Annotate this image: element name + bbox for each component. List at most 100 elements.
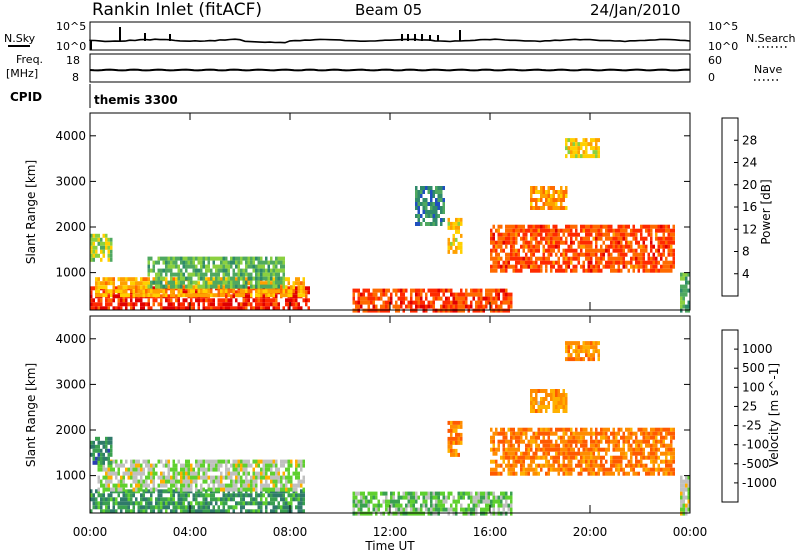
scatter-cell [630, 228, 633, 233]
scatter-cell [97, 440, 100, 445]
scatter-cell [177, 479, 180, 484]
scatter-cell [217, 293, 220, 298]
scatter-cell [397, 511, 400, 516]
scatter-cell [647, 228, 650, 233]
scatter-cell [667, 459, 670, 464]
scatter-cell [520, 427, 523, 432]
scatter-cell [107, 493, 110, 498]
scatter-cell [187, 471, 190, 476]
scatter-cell [182, 497, 185, 502]
scatter-cell [300, 489, 303, 494]
scatter-cell [442, 186, 445, 190]
scatter-cell [605, 236, 608, 241]
scatter-cell [130, 509, 133, 514]
scatter-cell [122, 281, 125, 286]
scatter-cell [665, 443, 668, 448]
scatter-cell [252, 284, 255, 289]
scatter-cell [487, 499, 490, 504]
scatter-cell [95, 249, 98, 254]
scatter-cell [137, 285, 140, 290]
scatter-cell [490, 228, 493, 233]
scatter-cell [192, 293, 195, 298]
scatter-cell [180, 479, 183, 484]
scatter-cell [197, 284, 200, 289]
scatter-cell [557, 389, 560, 393]
scatter-cell [175, 487, 178, 492]
scatter-cell [657, 427, 660, 432]
scatter-cell [687, 280, 690, 285]
scatter-cell [682, 487, 685, 492]
scatter-cell [465, 507, 468, 512]
scatter-cell [157, 509, 160, 514]
scatter-cell [167, 487, 170, 492]
scatter-cell [187, 264, 190, 269]
scatter-cell [382, 499, 385, 504]
scatter-cell [615, 443, 618, 448]
scatter-cell [117, 493, 120, 498]
scatter-cell [585, 341, 588, 346]
scatter-cell [650, 248, 653, 253]
scatter-cell [530, 427, 533, 432]
scatter-cell [247, 463, 250, 468]
scatter-cell [592, 264, 595, 269]
scatter-cell [190, 302, 193, 307]
colorbar-tick-label: -100 [742, 438, 769, 452]
scatter-cell [640, 451, 643, 456]
scatter-cell [647, 431, 650, 436]
scatter-cell [195, 493, 198, 498]
scatter-cell [687, 272, 690, 277]
scatter-cell [230, 256, 233, 261]
scatter-cell [622, 256, 625, 261]
scatter-cell [130, 302, 133, 307]
scatter-cell [232, 459, 235, 464]
scatter-cell [280, 293, 283, 298]
scatter-cell [287, 459, 290, 464]
scatter-cell [550, 264, 553, 269]
scatter-cell [132, 285, 135, 290]
scatter-cell [222, 272, 225, 277]
scatter-cell [635, 264, 638, 269]
scatter-cell [437, 206, 440, 210]
scatter-cell [250, 501, 253, 506]
scatter-cell [505, 439, 508, 444]
scatter-cell [152, 479, 155, 484]
scatter-cell [532, 268, 535, 273]
scatter-cell [627, 427, 630, 432]
scatter-cell [650, 443, 653, 448]
scatter-cell [590, 463, 593, 468]
scatter-cell [415, 198, 418, 202]
scatter-cell [607, 248, 610, 253]
scatter-cell [557, 409, 560, 413]
scatter-cell [440, 296, 443, 301]
scatter-cell [507, 451, 510, 456]
scatter-cell [165, 268, 168, 273]
scatter-cell [395, 499, 398, 504]
scatter-cell [370, 308, 373, 313]
scatter-cell [457, 292, 460, 297]
scatter-cell [137, 281, 140, 286]
scatter-cell [515, 224, 518, 229]
scatter-cell [242, 302, 245, 307]
scatter-cell [210, 298, 213, 303]
scatter-cell [672, 455, 675, 460]
scatter-cell [130, 289, 133, 294]
scatter-cell [265, 505, 268, 510]
scatter-cell [170, 298, 173, 303]
scatter-cell [502, 240, 505, 245]
scatter-cell [162, 505, 165, 510]
scatter-cell [227, 284, 230, 289]
scatter-cell [205, 505, 208, 510]
scatter-cell [265, 276, 268, 281]
scatter-cell [580, 459, 583, 464]
scatter-cell [620, 224, 623, 229]
scatter-cell [140, 281, 143, 286]
scatter-cell [282, 471, 285, 476]
scatter-cell [670, 248, 673, 253]
scatter-cell [102, 493, 105, 498]
scatter-cell [535, 447, 538, 452]
scatter-cell [242, 284, 245, 289]
scatter-cell [557, 455, 560, 460]
scatter-cell [587, 447, 590, 452]
scatter-cell [450, 424, 453, 429]
scatter-cell [630, 256, 633, 261]
